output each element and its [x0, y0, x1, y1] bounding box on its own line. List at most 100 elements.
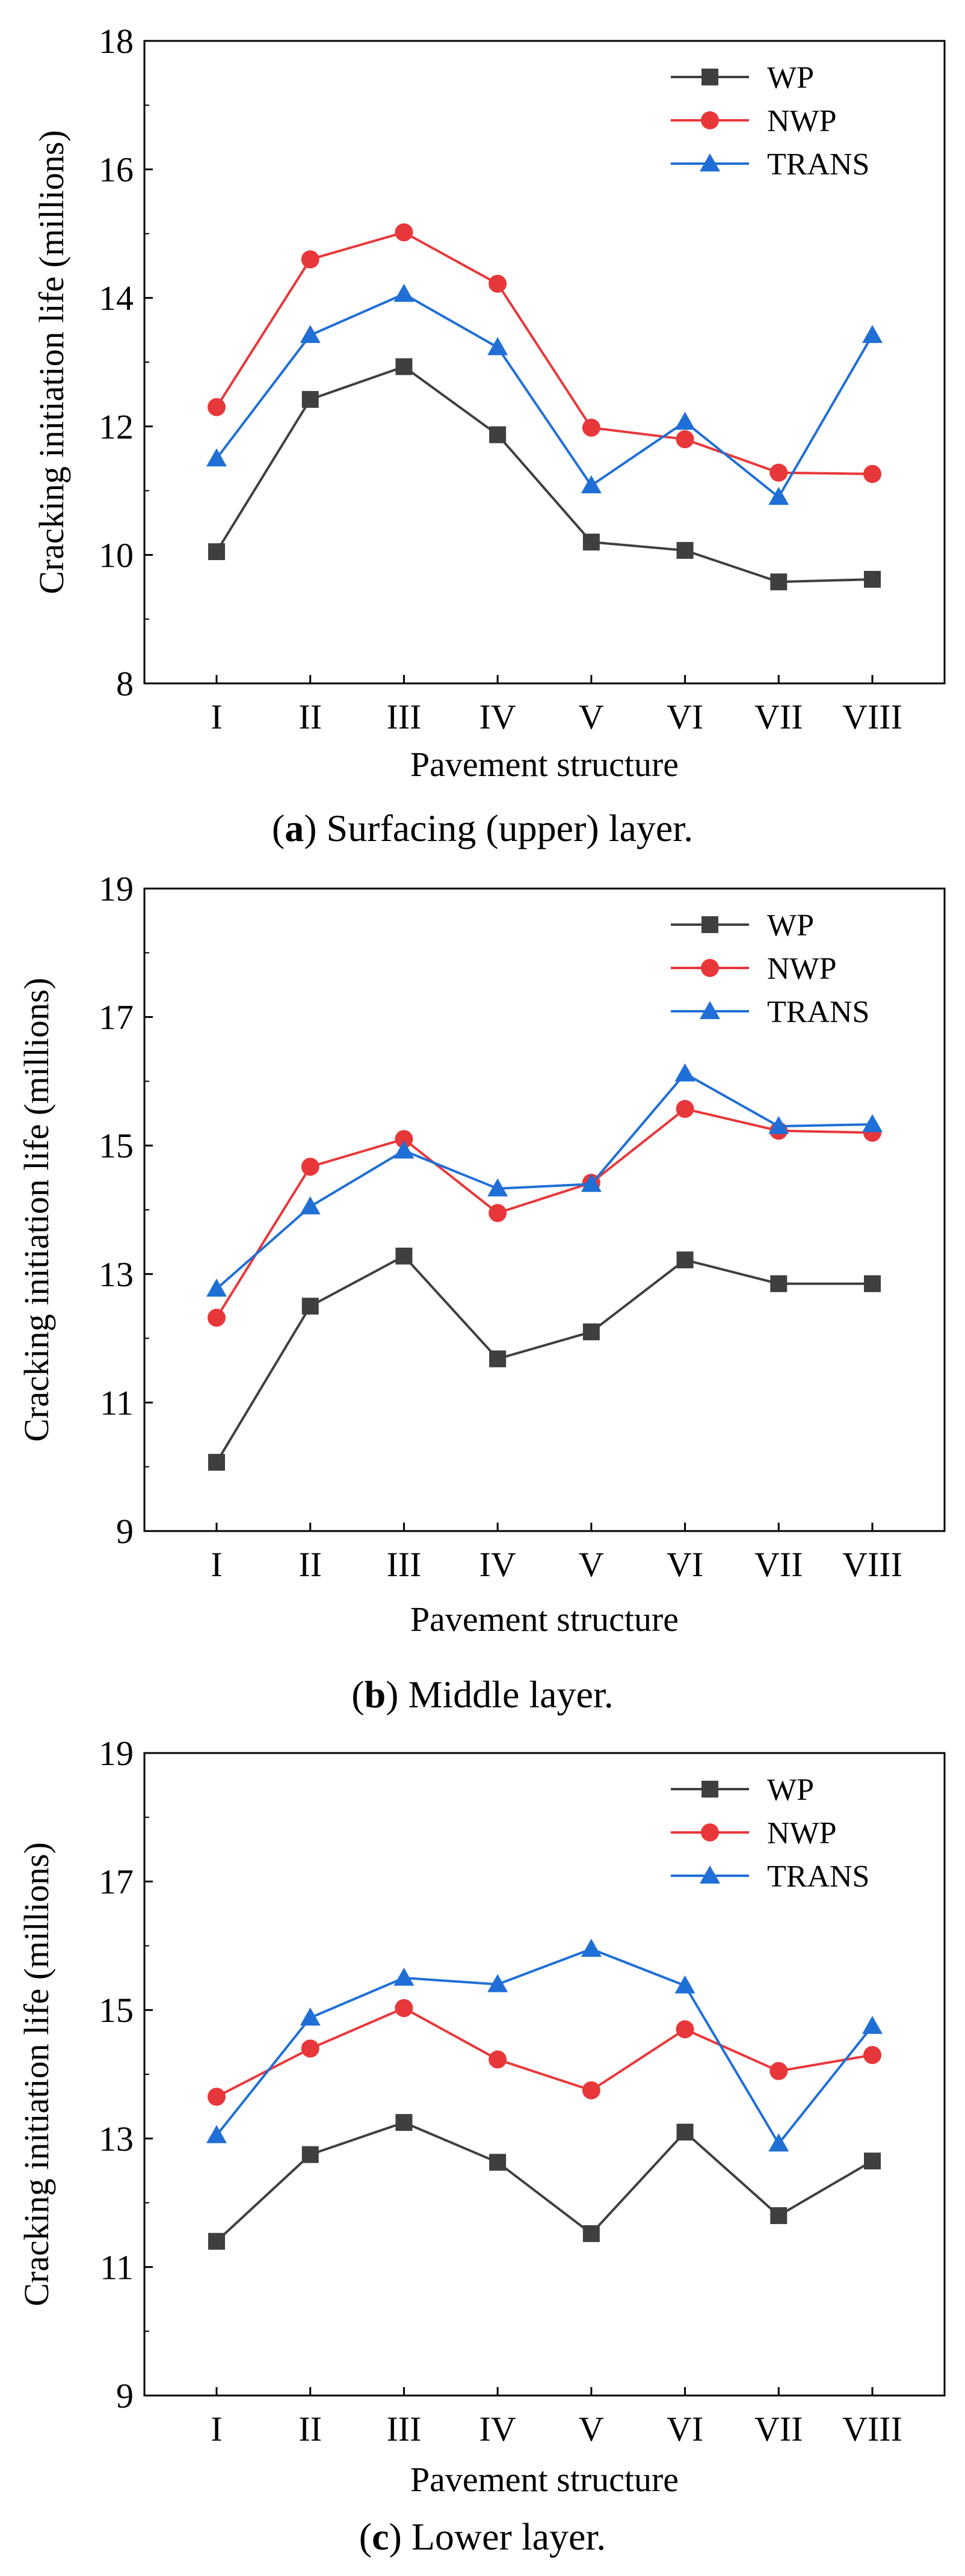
data-point-wp — [582, 1323, 600, 1340]
legend-c: WP NWP TRANS — [671, 1773, 869, 1894]
data-point-wp — [770, 573, 788, 591]
data-point-wp — [582, 534, 600, 551]
x-tick-label: VII — [754, 1545, 803, 1584]
legend-label: NWP — [767, 104, 837, 138]
data-point-trans — [581, 475, 602, 494]
data-point-trans — [581, 1174, 602, 1192]
data-point-wp — [208, 2232, 225, 2250]
data-point-nwp — [395, 223, 413, 242]
series-line-trans — [215, 1947, 874, 2146]
x-tick-label: VIII — [842, 697, 902, 736]
data-point-trans — [300, 325, 321, 344]
data-point-trans — [862, 2015, 883, 2034]
legend-marker — [700, 1866, 720, 1884]
y-tick-label: 11 — [100, 1383, 134, 1422]
x-tick-label: IV — [479, 1545, 516, 1584]
y-axis-label: Cracking initiation life (millions) — [17, 1842, 56, 2306]
x-tick-label: IV — [479, 2409, 516, 2448]
data-point-wp — [676, 1251, 694, 1269]
series-trans — [206, 283, 883, 505]
series-wp — [208, 358, 881, 591]
data-point-trans — [581, 1938, 602, 1957]
data-point-nwp — [208, 2088, 226, 2106]
data-point-wp — [395, 1247, 413, 1265]
y-tick-label: 15 — [99, 1991, 134, 2030]
data-point-trans — [206, 2125, 227, 2143]
x-tick-label: II — [298, 697, 322, 736]
data-point-trans — [768, 2133, 789, 2152]
x-tick-label: VI — [667, 697, 703, 736]
data-point-nwp — [489, 2050, 507, 2069]
data-point-wp — [489, 1350, 507, 1367]
data-point-nwp — [301, 250, 319, 269]
legend-label: TRANS — [767, 147, 869, 182]
x-tick-label: VI — [667, 1545, 703, 1584]
y-tick-label: 10 — [99, 535, 134, 575]
y-tick-label: 17 — [99, 1863, 134, 1902]
series-line-wp — [215, 1254, 872, 1463]
y-tick-label: 16 — [99, 150, 134, 190]
panel-a: 8 10 12 14 16 18 I II III IV V VI VII VIII Pavement st… — [0, 0, 965, 869]
data-point-wp — [864, 570, 881, 588]
legend-label: NWP — [767, 952, 837, 986]
data-point-nwp — [208, 398, 226, 416]
x-tick-label: VIII — [842, 1545, 902, 1584]
x-tick-label: VI — [667, 2409, 703, 2448]
data-point-wp — [676, 541, 694, 559]
legend-b: WP NWP TRANS — [671, 908, 869, 1029]
data-point-wp — [208, 1453, 225, 1471]
x-tick-label: VII — [754, 697, 803, 736]
data-point-trans — [300, 1196, 321, 1215]
x-tick-label: V — [579, 1545, 604, 1584]
x-axis-label: Pavement structure — [410, 745, 679, 784]
data-point-wp — [208, 543, 225, 561]
data-point-nwp — [489, 1204, 507, 1222]
panel-c: 9 11 13 15 17 19 I II III IV V VI VII VIII Pavement st… — [0, 1739, 965, 2576]
legend-marker — [700, 1001, 720, 1019]
data-point-trans — [393, 1140, 415, 1159]
y-tick-label: 13 — [99, 1255, 134, 1294]
data-point-nwp — [676, 2020, 694, 2039]
legend-label: NWP — [767, 1816, 837, 1850]
series-line-nwp — [215, 231, 873, 475]
data-point-nwp — [769, 2062, 788, 2080]
data-point-wp — [301, 390, 319, 408]
series-wp — [208, 2114, 881, 2250]
y-tick-label: 14 — [99, 279, 134, 318]
data-point-nwp — [582, 418, 600, 437]
data-point-trans — [768, 1116, 789, 1135]
caption-a-text: ) Surfacing (upper) layer. — [304, 807, 694, 849]
data-point-trans — [393, 283, 415, 302]
caption-c-text: ) Lower layer. — [389, 2515, 606, 2558]
data-point-nwp — [301, 1157, 319, 1176]
x-tick-label: V — [579, 697, 604, 736]
data-point-nwp — [863, 464, 881, 483]
x-tick-label: VII — [754, 2409, 803, 2448]
data-point-wp — [676, 2124, 694, 2141]
y-tick-label: 9 — [116, 2376, 134, 2415]
y-tick-label: 12 — [99, 407, 134, 446]
data-point-wp — [301, 1298, 319, 1315]
data-point-nwp — [676, 430, 694, 449]
x-tick-label: V — [579, 2409, 604, 2448]
data-point-nwp — [769, 463, 788, 482]
x-axis-label: Pavement structure — [410, 2460, 679, 2499]
caption-a: (a) Surfacing (upper) layer. — [271, 807, 694, 849]
series-line-trans — [215, 1072, 873, 1290]
legend-label: WP — [767, 61, 814, 95]
x-tick-label: III — [386, 1545, 421, 1584]
data-point-trans — [487, 1974, 508, 1992]
y-tick-label: 9 — [116, 1512, 134, 1551]
data-point-nwp — [395, 1998, 413, 2017]
caption-c-letter: c — [372, 2515, 389, 2558]
y-tick-label: 19 — [99, 1739, 134, 1773]
legend-a: WP NWP TRANS — [671, 61, 869, 182]
data-point-wp — [770, 2207, 788, 2224]
data-point-wp — [301, 2146, 319, 2163]
caption-b: (b) Middle layer. — [351, 1673, 614, 1716]
data-point-trans — [393, 1967, 415, 1986]
data-point-nwp — [301, 2039, 319, 2058]
